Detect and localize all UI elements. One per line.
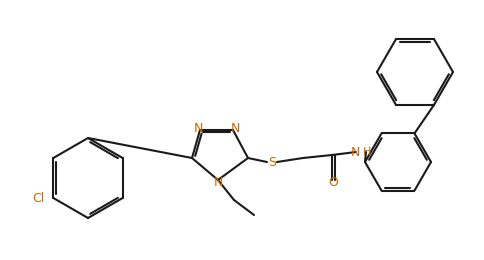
Text: O: O: [328, 177, 338, 190]
Text: N: N: [213, 176, 223, 188]
Text: N: N: [230, 121, 240, 134]
Text: H: H: [363, 147, 371, 157]
Text: N: N: [350, 146, 360, 159]
Text: N: N: [193, 121, 203, 134]
Text: Cl: Cl: [32, 192, 45, 205]
Text: S: S: [268, 155, 276, 168]
